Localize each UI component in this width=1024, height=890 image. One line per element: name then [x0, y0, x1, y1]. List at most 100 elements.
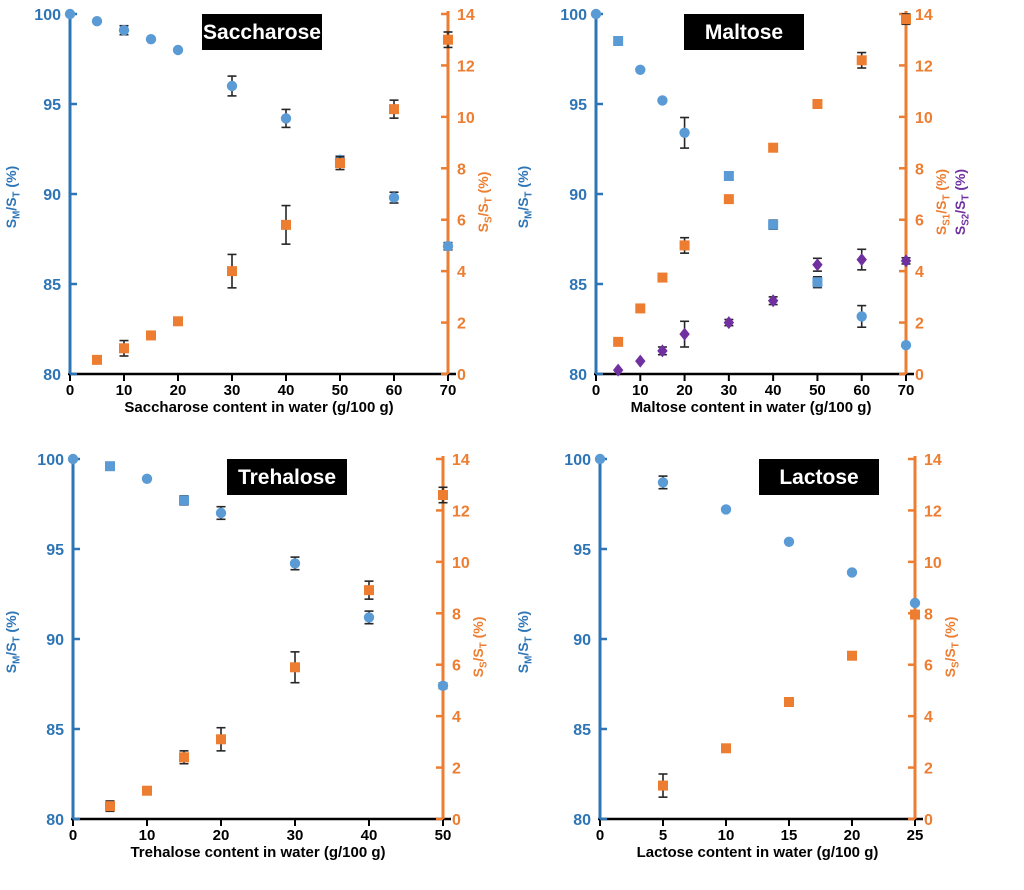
x-tick-label: 60	[853, 382, 870, 399]
x-axis-title: Lactose content in water (g/100 g)	[637, 844, 879, 861]
right-tick-label: 6	[457, 213, 466, 230]
data-point	[657, 95, 668, 106]
left-tick-label: 100	[564, 452, 591, 469]
data-point	[172, 44, 184, 56]
chart-title: Saccharose	[203, 21, 321, 44]
left-tick-label: 90	[573, 632, 591, 649]
left-tick-label: 80	[569, 367, 587, 384]
data-point	[723, 194, 734, 205]
right-tick-label: 14	[457, 7, 475, 24]
left-axis-title: SM/ST (%)	[515, 611, 535, 673]
left-tick-label: 95	[569, 97, 587, 114]
data-point	[227, 266, 237, 277]
right-axis-title: SS/ST (%)	[475, 172, 495, 233]
right-tick-label: 10	[452, 555, 470, 572]
x-tick-label: 40	[278, 382, 295, 399]
left-tick-label: 95	[573, 542, 591, 559]
left-axis-title: SM/ST (%)	[3, 166, 23, 228]
x-tick-label: 50	[809, 382, 826, 399]
data-point	[335, 158, 345, 169]
right-tick-label: 0	[452, 812, 461, 829]
right-tick-label: 12	[457, 58, 475, 75]
data-point	[438, 490, 448, 500]
data-point	[635, 354, 646, 368]
x-tick-label: 40	[361, 827, 378, 844]
data-point	[900, 340, 912, 351]
data-point	[679, 240, 690, 251]
x-tick-label: 20	[213, 827, 230, 844]
x-tick-label: 40	[765, 382, 782, 399]
left-axis-title: SM/ST (%)	[3, 611, 23, 673]
chart-title-box	[684, 14, 804, 50]
x-tick-label: 20	[844, 827, 861, 844]
right-tick-label: 4	[457, 264, 466, 281]
data-point	[290, 662, 300, 673]
data-point	[594, 453, 606, 465]
chart-title-box	[759, 459, 879, 495]
data-point	[173, 316, 183, 327]
data-point	[613, 36, 624, 46]
x-axis-title: Saccharose content in water (g/100 g)	[124, 399, 393, 416]
data-point	[388, 192, 400, 203]
data-point	[67, 453, 79, 465]
left-axis-title: SM/ST (%)	[515, 166, 535, 228]
data-point	[215, 507, 227, 519]
data-point	[856, 55, 867, 66]
x-axis-title: Trehalose content in water (g/100 g)	[130, 844, 385, 861]
right-tick-label: 14	[924, 452, 942, 469]
right-tick-label: 12	[452, 503, 470, 520]
data-point	[846, 567, 858, 578]
data-point	[635, 64, 646, 76]
right-tick-label: 10	[924, 555, 942, 572]
data-point	[119, 343, 129, 354]
chart-title: Lactose	[779, 466, 858, 489]
data-point	[909, 597, 921, 609]
data-point	[812, 99, 823, 109]
x-tick-label: 0	[596, 827, 604, 844]
left-tick-label: 100	[37, 452, 64, 469]
data-point	[635, 303, 646, 314]
right-tick-label: 8	[915, 161, 924, 178]
data-point	[784, 697, 794, 707]
right-tick-label: 4	[924, 709, 933, 726]
right-axis-title: SS/ST (%)	[470, 617, 490, 678]
left-tick-label: 80	[46, 812, 64, 829]
right-tick-label: 10	[915, 110, 933, 127]
data-point	[146, 330, 156, 341]
data-point	[721, 743, 731, 754]
data-point	[142, 785, 152, 796]
data-point	[105, 461, 115, 472]
x-axis-title: Maltose content in water (g/100 g)	[631, 399, 872, 416]
x-tick-label: 0	[66, 382, 74, 399]
data-point	[657, 477, 669, 488]
right-tick-label: 12	[924, 503, 942, 520]
x-tick-label: 10	[116, 382, 133, 399]
data-point	[443, 34, 453, 45]
x-tick-label: 30	[721, 382, 738, 399]
data-point	[900, 254, 912, 268]
right-tick-label: 14	[452, 452, 470, 469]
left-tick-label: 85	[573, 722, 591, 739]
x-tick-label: 10	[139, 827, 156, 844]
right-tick-label: 6	[924, 658, 933, 675]
right-tick-label: 4	[915, 264, 924, 281]
left-tick-label: 100	[34, 7, 61, 24]
right-tick-label: 6	[452, 658, 461, 675]
x-tick-label: 50	[332, 382, 349, 399]
data-point	[289, 558, 301, 569]
data-point	[812, 277, 823, 288]
data-point	[118, 25, 130, 36]
x-tick-label: 15	[781, 827, 798, 844]
right-tick-label: 4	[452, 709, 461, 726]
chart-title: Trehalose	[238, 466, 336, 489]
right-tick-label: 0	[457, 367, 466, 384]
data-point	[847, 650, 857, 661]
data-point	[901, 14, 911, 25]
right-axis-title: SS1/ST (%)	[933, 169, 953, 235]
data-point	[280, 113, 292, 124]
left-tick-label: 80	[43, 367, 61, 384]
